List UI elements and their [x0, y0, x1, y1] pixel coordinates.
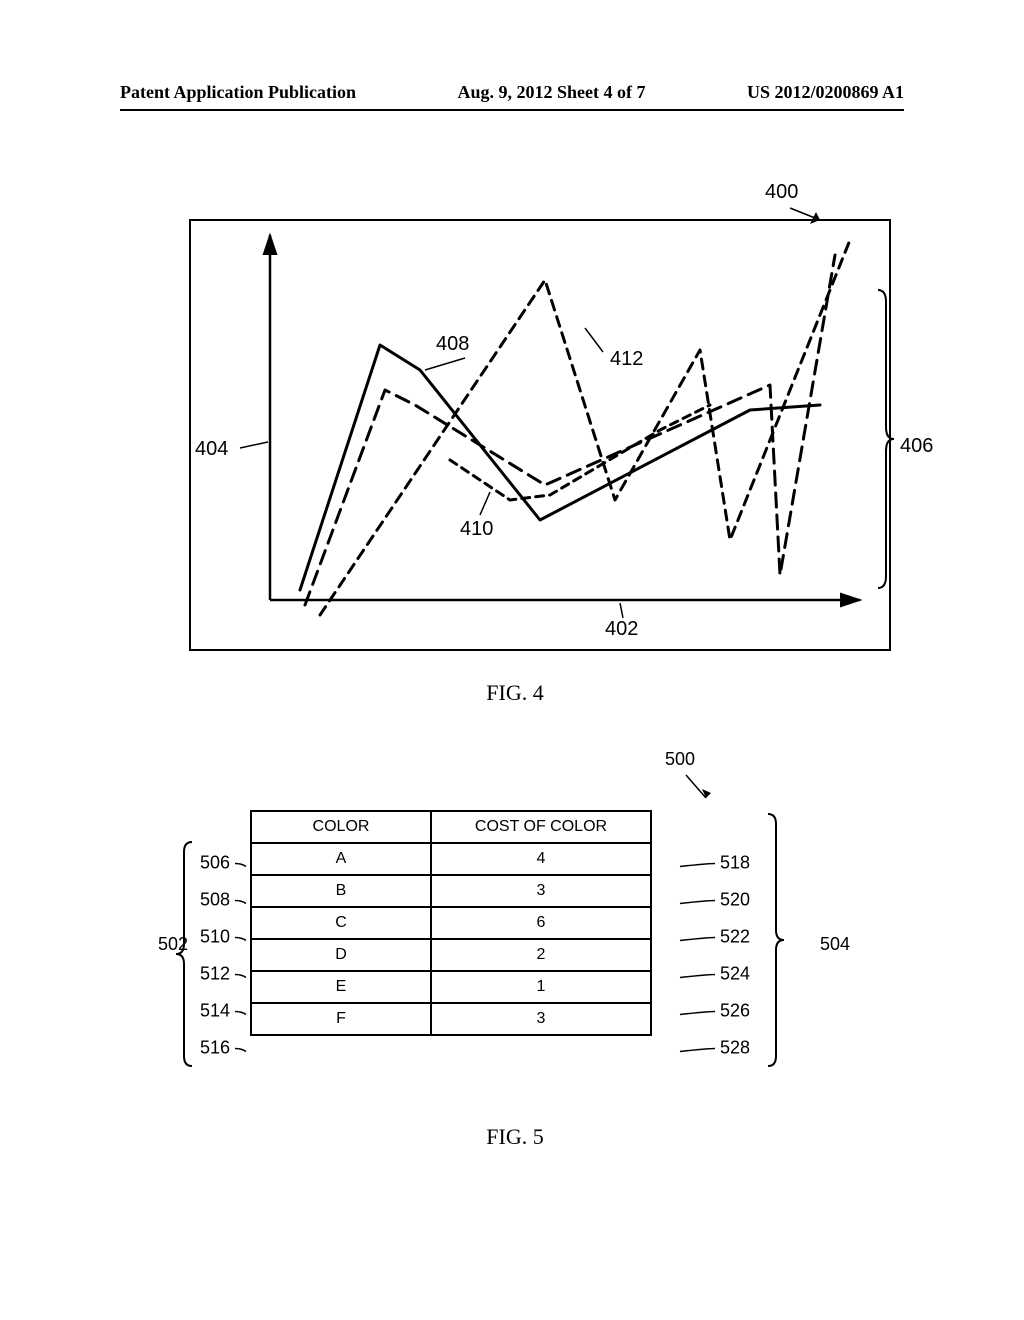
svg-text:400: 400 — [765, 181, 798, 203]
svg-text:516: 516 — [200, 1038, 230, 1058]
svg-text:520: 520 — [720, 890, 750, 910]
svg-text:524: 524 — [720, 964, 750, 984]
svg-text:522: 522 — [720, 927, 750, 947]
cell-color: E — [251, 971, 431, 1003]
cell-cost: 6 — [431, 907, 651, 939]
table-row: A4 — [251, 843, 651, 875]
table-header-row: COLOR COST OF COLOR — [251, 811, 651, 843]
cell-cost: 2 — [431, 939, 651, 971]
header-center: Aug. 9, 2012 Sheet 4 of 7 — [458, 82, 646, 103]
fig5-caption: FIG. 5 — [120, 1124, 910, 1150]
svg-text:510: 510 — [200, 927, 230, 947]
table-row: C6 — [251, 907, 651, 939]
col-cost: COST OF COLOR — [431, 811, 651, 843]
cell-cost: 1 — [431, 971, 651, 1003]
cell-color: A — [251, 843, 431, 875]
cell-color: B — [251, 875, 431, 907]
fig4-caption: FIG. 4 — [120, 680, 910, 706]
svg-text:504: 504 — [820, 934, 850, 954]
figure-4: 400402404406408410412 FIG. 4 — [120, 180, 910, 640]
cell-cost: 3 — [431, 1003, 651, 1035]
svg-text:410: 410 — [460, 518, 493, 540]
cell-color: C — [251, 907, 431, 939]
table-row: B3 — [251, 875, 651, 907]
figure-5: 500 506 508 510 512 514 516 518 520 522 524 526 528 5… — [120, 740, 910, 1140]
table-row: F3 — [251, 1003, 651, 1035]
table-row: D2 — [251, 939, 651, 971]
svg-text:512: 512 — [200, 964, 230, 984]
fig4-chart: 400 402 404 406 408 410 412 — [120, 180, 950, 660]
svg-text:406: 406 — [900, 435, 933, 457]
svg-text:528: 528 — [720, 1038, 750, 1058]
svg-text:506: 506 — [200, 853, 230, 873]
fig5-table: COLOR COST OF COLOR A4B3C6D2E1F3 — [250, 810, 652, 1036]
header-left: Patent Application Publication — [120, 82, 356, 103]
page-header: Patent Application Publication Aug. 9, 2… — [120, 82, 904, 111]
svg-text:500: 500 — [665, 749, 695, 769]
cell-color: D — [251, 939, 431, 971]
svg-text:526: 526 — [720, 1001, 750, 1021]
svg-text:408: 408 — [436, 333, 469, 355]
svg-text:502: 502 — [158, 934, 188, 954]
svg-text:404: 404 — [195, 438, 228, 460]
svg-text:412: 412 — [610, 348, 643, 370]
header-right: US 2012/0200869 A1 — [747, 82, 904, 103]
col-color: COLOR — [251, 811, 431, 843]
svg-text:508: 508 — [200, 890, 230, 910]
svg-text:514: 514 — [200, 1001, 230, 1021]
svg-text:402: 402 — [605, 618, 638, 640]
svg-text:518: 518 — [720, 853, 750, 873]
cell-cost: 3 — [431, 875, 651, 907]
cell-color: F — [251, 1003, 431, 1035]
cell-cost: 4 — [431, 843, 651, 875]
table-row: E1 — [251, 971, 651, 1003]
